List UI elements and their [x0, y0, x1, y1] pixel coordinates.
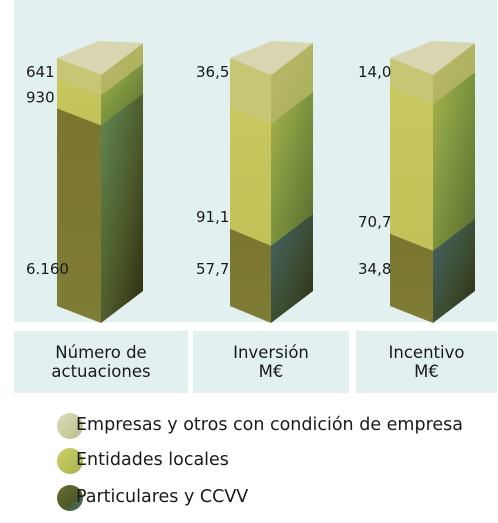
footer-label-inversion: Inversión M€ — [233, 343, 309, 381]
bar-0-cap — [57, 41, 143, 75]
label-0-entidades: 930 — [26, 89, 55, 107]
label-1-particulares: 57,7 — [196, 260, 229, 278]
legend-swatch-entidades — [57, 448, 83, 474]
bars-layer: 641 930 6.160 36,5 91,1 57,7 14,0 70,7 34,8 — [26, 41, 475, 323]
bar-0-empresas-tint — [57, 58, 101, 96]
label-1-empresas: 36,5 — [196, 63, 229, 81]
label-1-entidades: 91,1 — [196, 208, 229, 226]
label-2-entidades: 70,7 — [358, 213, 391, 231]
footer-label-incentivo: Incentivo M€ — [388, 343, 465, 381]
label-2-empresas: 14,0 — [358, 63, 391, 81]
bar-2-particulares-side — [433, 218, 475, 323]
legend-label-entidades: Entidades locales — [76, 450, 229, 470]
stacked-bar-chart: 641 930 6.160 36,5 91,1 57,7 14,0 70,7 34,8 — [26, 41, 475, 323]
bar-1-entidades-front — [230, 106, 271, 246]
bar-2-empresas-side — [433, 43, 475, 105]
footer-box-actuaciones: Número de actuaciones — [14, 331, 188, 393]
legend-label-empresas: Empresas y otros con condición de empres… — [76, 415, 463, 435]
bar-1-empresas-side — [271, 43, 313, 124]
bar-2-entidades-front — [390, 87, 433, 251]
footer-box-incentivo: Incentivo M€ — [356, 331, 497, 393]
bar-0-entidades-side — [101, 63, 143, 126]
bar-2-cap — [390, 41, 475, 75]
label-0-particulares: 6.160 — [26, 260, 69, 278]
label-0-empresas: 641 — [26, 63, 55, 81]
bar-0-entidades-front — [57, 78, 101, 126]
bar-2-particulares-front — [390, 233, 433, 323]
bar-0-particulares-side — [101, 93, 143, 323]
bar-1-entidades-side — [271, 91, 313, 246]
bar-0-particulares-front — [57, 108, 101, 323]
footer-label-actuaciones: Número de actuaciones — [51, 343, 151, 381]
bar-2-entidades-side — [433, 72, 475, 251]
bar-0-empresas-side — [101, 43, 143, 96]
label-2-particulares: 34,8 — [358, 260, 391, 278]
legend-item-empresas: Empresas y otros con condición de empres… — [57, 413, 463, 439]
legend-label-particulares: Particulares y CCVV — [76, 487, 249, 507]
bar-1-particulares-side — [271, 213, 313, 323]
legend-swatch-particulares — [57, 485, 83, 511]
bar-2-empresas-tint — [390, 58, 433, 105]
bar-1-cap — [230, 41, 313, 75]
footer-box-inversion: Inversión M€ — [193, 331, 349, 393]
legend-item-entidades: Entidades locales — [57, 448, 229, 474]
legend-item-particulares: Particulares y CCVV — [57, 485, 248, 511]
bar-1-particulares-front — [230, 228, 271, 323]
bar-1-empresas-tint — [230, 58, 271, 124]
legend-swatch-empresas — [57, 413, 83, 439]
